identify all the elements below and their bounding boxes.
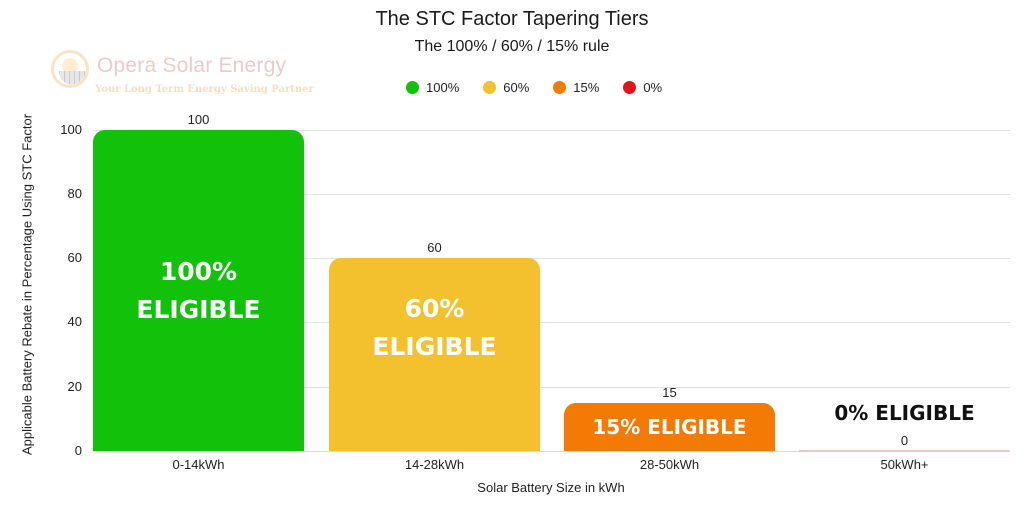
x-tick: 14-28kWh bbox=[404, 457, 465, 472]
bar-value-label: 0 bbox=[900, 433, 909, 448]
gridline bbox=[93, 194, 1010, 195]
bar-50kwh-plus[interactable] bbox=[799, 450, 1010, 452]
bar-value-label: 100 bbox=[187, 112, 210, 127]
legend-item-100[interactable]: 100% bbox=[406, 80, 459, 95]
bar-28-50kwh[interactable]: 15% ELIGIBLE bbox=[564, 403, 775, 451]
y-tick: 60 bbox=[67, 250, 82, 265]
legend-label: 15% bbox=[573, 80, 600, 95]
bar-annotation: 15% ELIGIBLE bbox=[592, 415, 747, 439]
bar-14-28kwh[interactable]: 60% ELIGIBLE bbox=[329, 258, 540, 451]
legend-label: 100% bbox=[426, 80, 460, 95]
chart-title: The STC Factor Tapering Tiers bbox=[375, 8, 649, 30]
chart-subtitle: The 100% / 60% / 15% rule bbox=[414, 38, 610, 55]
bar-annotation: ELIGIBLE bbox=[372, 332, 497, 361]
brand-tagline: Your Long Term Energy Saving Partner bbox=[95, 84, 314, 95]
legend-item-0[interactable]: 0% bbox=[623, 80, 662, 95]
bar-annotation: ELIGIBLE bbox=[136, 294, 261, 324]
bar-0-14kwh[interactable]: 100% ELIGIBLE bbox=[93, 130, 304, 451]
legend-swatch-icon bbox=[553, 81, 567, 94]
legend-label: 0% bbox=[643, 80, 663, 95]
gridline bbox=[93, 258, 1010, 259]
x-tick: 0-14kWh bbox=[172, 457, 225, 472]
legend-item-60[interactable]: 60% bbox=[483, 80, 529, 95]
chart-legend: 100% 60% 15% 0% bbox=[406, 80, 662, 95]
y-tick: 40 bbox=[67, 314, 82, 329]
legend-swatch-icon bbox=[623, 81, 637, 94]
gridline bbox=[93, 130, 1010, 131]
legend-item-15[interactable]: 15% bbox=[553, 80, 599, 95]
legend-label: 60% bbox=[503, 80, 530, 95]
bar-value-label: 60 bbox=[427, 240, 442, 255]
x-axis-label: Solar Battery Size in kWh bbox=[477, 480, 625, 495]
brand-name: Opera Solar Energy bbox=[97, 54, 287, 77]
bar-value-label: 15 bbox=[662, 385, 677, 400]
bar-annotation: 60% bbox=[404, 294, 465, 323]
x-tick: 28-50kWh bbox=[639, 457, 700, 472]
sun-panel-logo-icon bbox=[51, 50, 89, 88]
bar-annotation: 100% bbox=[159, 256, 238, 286]
gridline bbox=[93, 322, 1010, 323]
bar-annotation: 0% ELIGIBLE bbox=[834, 401, 975, 425]
y-tick: 80 bbox=[67, 186, 82, 201]
y-tick: 100 bbox=[60, 122, 82, 137]
y-axis-label: Applicable Battery Rebate in Percentage … bbox=[19, 113, 35, 455]
y-tick: 20 bbox=[67, 379, 82, 394]
legend-swatch-icon bbox=[483, 81, 497, 94]
x-tick: 50kWh+ bbox=[880, 457, 929, 472]
gridline bbox=[93, 387, 1010, 388]
legend-swatch-icon bbox=[406, 81, 419, 94]
x-axis-baseline bbox=[93, 451, 1010, 452]
y-tick: 0 bbox=[74, 443, 82, 458]
